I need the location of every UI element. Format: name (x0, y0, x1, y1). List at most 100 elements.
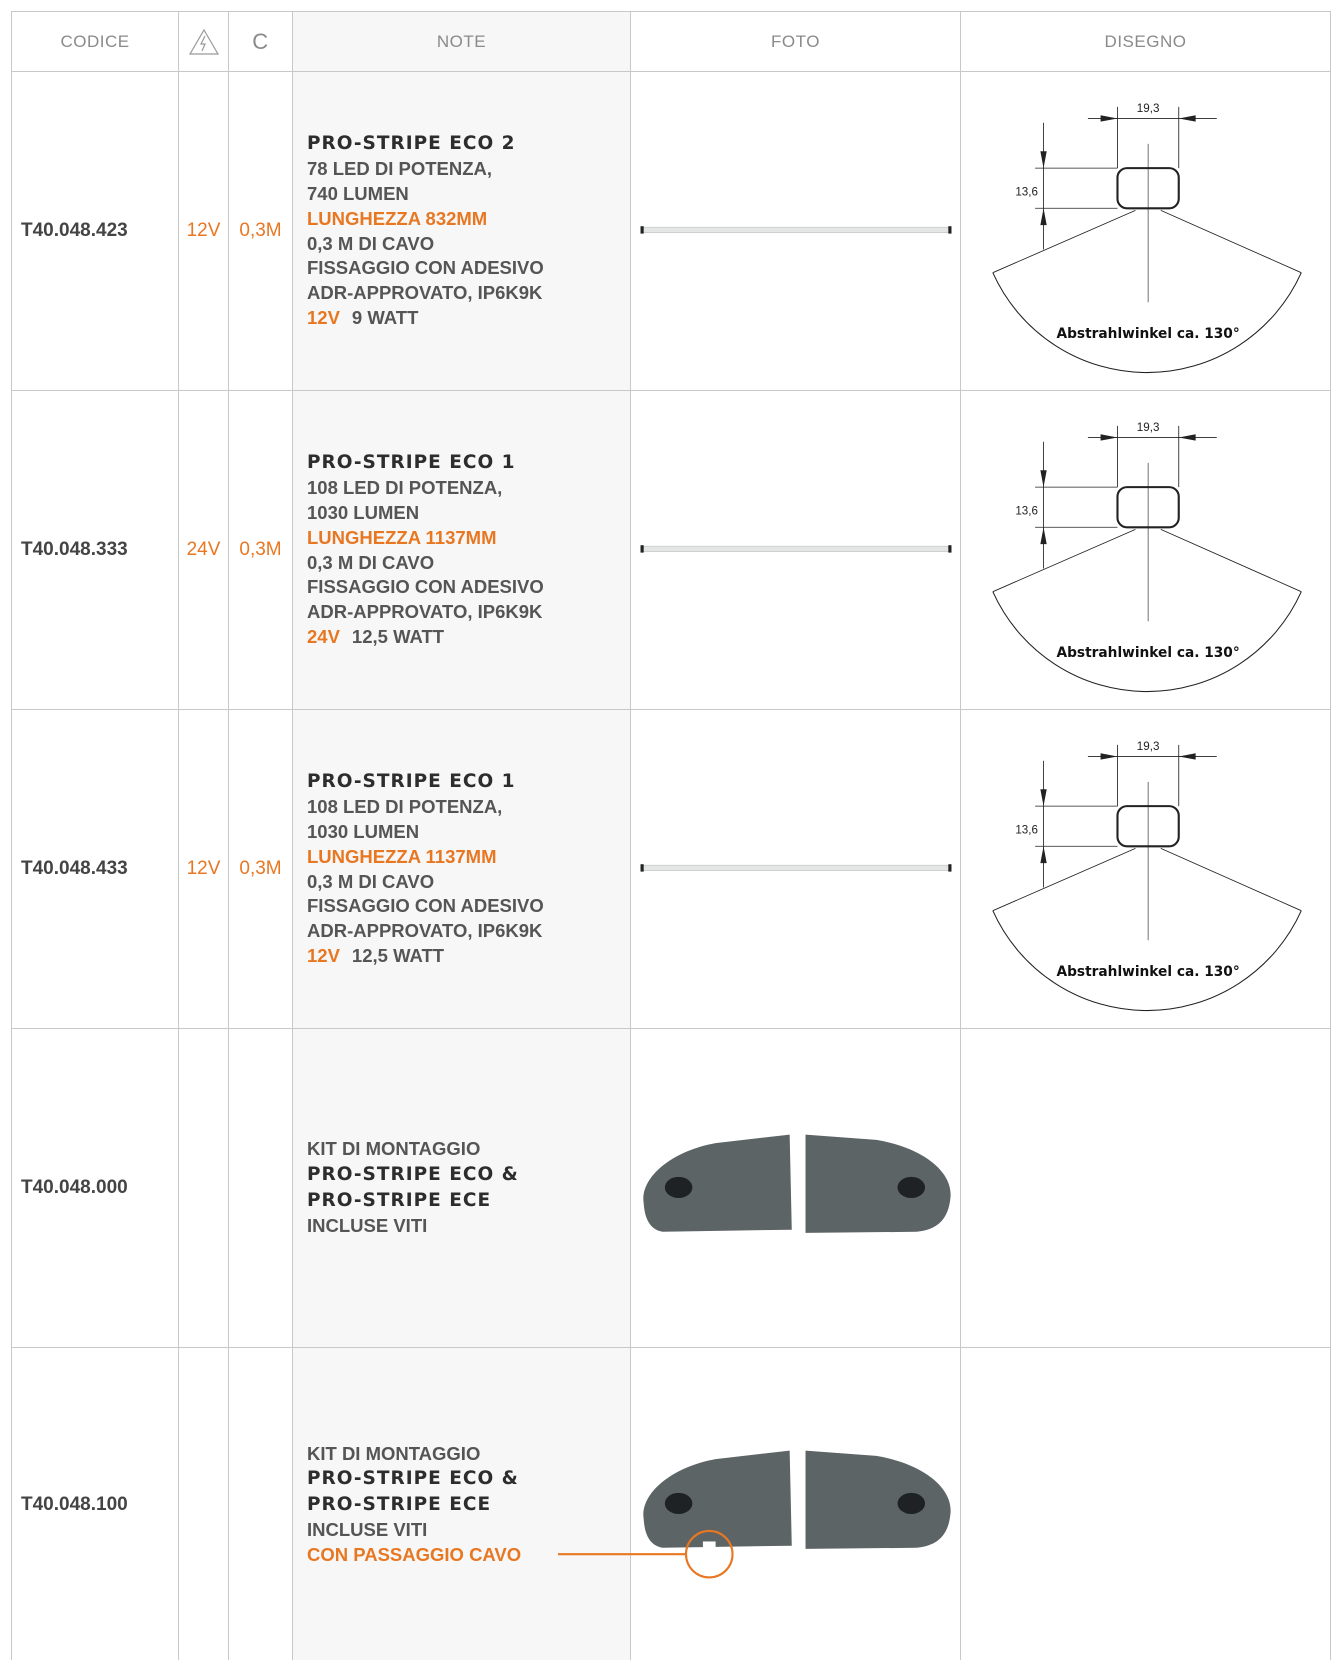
note-segment: INCLUSE VITI (307, 1214, 428, 1236)
cable: 0,3M (229, 710, 293, 1029)
note-segment: PRO-STRIPE ECO 2 (307, 133, 516, 155)
note-segment: 12V (307, 306, 340, 328)
mount-right (805, 1134, 951, 1233)
note-segment: 108 LED DI POTENZA, (307, 477, 503, 499)
header-c: C (229, 11, 293, 72)
photo (643, 1134, 951, 1233)
note-segment: 9 WATT (351, 306, 419, 328)
callout-circle (684, 1529, 734, 1579)
drawing-cell: 19,3 13,6 Abstrahlwinkel ca. 130° (961, 72, 1331, 391)
note-segment: 1030 LUMEN (307, 501, 420, 523)
strip-end (948, 225, 952, 234)
strip-end (640, 225, 644, 234)
note-line: 108 LED DI POTENZA, (307, 795, 544, 820)
note-segment: LUNGHEZZA 1137MM (307, 845, 497, 867)
drawing-cell (961, 1348, 1331, 1660)
led-strip (641, 545, 951, 552)
mount-hole (897, 1176, 926, 1198)
angle-caption: Abstrahlwinkel ca. 130° (1057, 964, 1240, 980)
note-segment: 0,3 M DI CAVO (307, 232, 435, 254)
dim-width: 19,3 (1137, 421, 1160, 434)
arrow (1040, 788, 1047, 863)
product-code: T40.048.100 (11, 1348, 179, 1660)
arrow (1040, 150, 1047, 225)
note-text: KIT DI MONTAGGIO PRO-STRIPE ECO & PRO-STRI… (307, 1137, 519, 1238)
note-text: KIT DI MONTAGGIO PRO-STRIPE ECO & PRO-STRI… (307, 1442, 521, 1568)
header-code: CODICE (11, 11, 179, 72)
header-voltage-icon (179, 11, 229, 72)
technical-drawing: 19,3 13,6 Abstrahlwinkel ca. 130° (992, 421, 1302, 692)
strip-end (948, 863, 952, 872)
drawing-cell: 19,3 13,6 Abstrahlwinkel ca. 130° (961, 710, 1331, 1029)
voltage (179, 1029, 229, 1348)
cable: 0,3M (229, 391, 293, 710)
dim-height: 13,6 (1015, 504, 1038, 517)
technical-drawing: 19,3 13,6 Abstrahlwinkel ca. 130° (992, 740, 1302, 1011)
note-segment: 12,5 WATT (351, 944, 445, 966)
note-segment: KIT DI MONTAGGIO (307, 1138, 481, 1160)
note-line: PRO-STRIPE ECO 1 (307, 450, 544, 476)
note-segment: ADR-APPROVATO, IP6K9K (307, 601, 543, 623)
note-line: PRO-STRIPE ECO 2 (307, 131, 544, 157)
note-line: INCLUSE VITI (307, 1518, 521, 1543)
voltage (179, 1348, 229, 1660)
note-line: 1030 LUMEN (307, 501, 544, 526)
strip-end (948, 544, 952, 553)
note-segment: ADR-APPROVATO, IP6K9K (307, 282, 543, 304)
note-segment: PRO-STRIPE ECE (307, 1190, 492, 1211)
note-text: PRO-STRIPE ECO 2 78 LED DI POTENZA, 740 LU… (307, 131, 544, 330)
note-line: KIT DI MONTAGGIO (307, 1442, 521, 1467)
note-segment: 1030 LUMEN (307, 820, 420, 842)
note-line: 1030 LUMEN (307, 820, 544, 845)
note-segment: FISSAGGIO CON ADESIVO (307, 257, 544, 279)
dim-width: 19,3 (1137, 740, 1160, 753)
angle-caption: Abstrahlwinkel ca. 130° (1057, 645, 1240, 661)
mount-hole (664, 1176, 693, 1198)
dim-width: 19,3 (1137, 102, 1160, 115)
photo-cell (631, 1029, 961, 1348)
strip-end (640, 863, 644, 872)
cable (229, 1348, 293, 1660)
note-segment: 12,5 WATT (351, 625, 445, 647)
note-segment: 0,3 M DI CAVO (307, 551, 435, 573)
note-line: 0,3 M DI CAVO (307, 232, 544, 257)
voltage: 12V (179, 72, 229, 391)
drawing-cell (961, 1029, 1331, 1348)
note-line: 740 LUMEN (307, 182, 544, 207)
note-segment: 24V (307, 625, 340, 647)
drawing-line (992, 528, 1136, 592)
note-line: KIT DI MONTAGGIO (307, 1137, 519, 1162)
photo-cell (558, 1348, 961, 1660)
note-cell: PRO-STRIPE ECO 2 78 LED DI POTENZA, 740 LU… (293, 72, 631, 391)
note-line: FISSAGGIO CON ADESIVO (307, 256, 544, 281)
note-line: 78 LED DI POTENZA, (307, 157, 544, 182)
note-cell: KIT DI MONTAGGIO PRO-STRIPE ECO & PRO-STRI… (293, 1029, 631, 1348)
drawing-line (992, 209, 1136, 273)
note-line: PRO-STRIPE ECE (307, 1492, 521, 1518)
note-line: CON PASSAGGIO CAVO (307, 1543, 521, 1568)
note-segment: ADR-APPROVATO, IP6K9K (307, 920, 543, 942)
drawing-line (1160, 847, 1302, 911)
drawing-cell: 19,3 13,6 Abstrahlwinkel ca. 130° (961, 391, 1331, 710)
note-text: PRO-STRIPE ECO 1 108 LED DI POTENZA, 1030 … (307, 769, 544, 968)
led-strip (641, 864, 951, 871)
warning-icon (188, 28, 219, 55)
note-line: PRO-STRIPE ECO 1 (307, 769, 544, 795)
note-segment: LUNGHEZZA 832MM (307, 207, 488, 229)
mount-hole (664, 1492, 693, 1515)
angle-arc (992, 909, 1302, 1011)
note-line: 0,3 M DI CAVO (307, 551, 544, 576)
note-segment: FISSAGGIO CON ADESIVO (307, 576, 544, 598)
note-line: INCLUSE VITI (307, 1214, 519, 1239)
header-drawing: DISEGNO (961, 11, 1331, 72)
note-segment: PRO-STRIPE ECO 1 (307, 452, 516, 474)
note-line: LUNGHEZZA 1137MM (307, 526, 544, 551)
voltage: 24V (179, 391, 229, 710)
note-segment: CON PASSAGGIO CAVO (307, 1543, 522, 1565)
note-segment: 108 LED DI POTENZA, (307, 796, 503, 818)
photo-cell (631, 391, 961, 710)
note-segment: FISSAGGIO CON ADESIVO (307, 895, 544, 917)
product-code: T40.048.423 (11, 72, 179, 391)
note-line: FISSAGGIO CON ADESIVO (307, 575, 544, 600)
note-line: 0,3 M DI CAVO (307, 870, 544, 895)
